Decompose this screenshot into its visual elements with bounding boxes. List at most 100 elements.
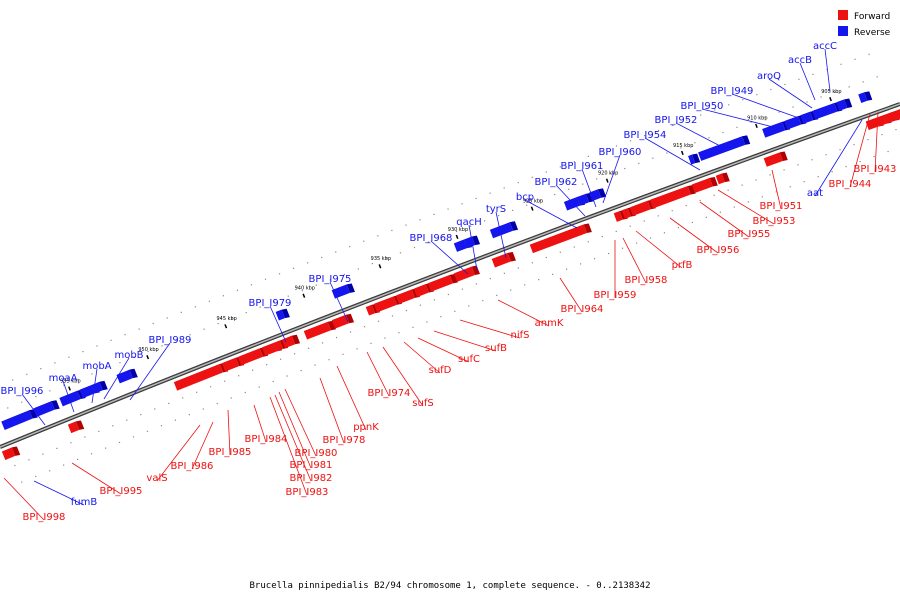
track-dot: [146, 430, 149, 432]
forward-gene-label[interactable]: BPI_I964: [561, 304, 604, 315]
reverse-gene[interactable]: [1, 409, 38, 430]
reverse-gene-label[interactable]: aroQ: [757, 71, 781, 82]
forward-gene-label[interactable]: prfB: [672, 260, 693, 271]
tick-mark: [455, 234, 459, 240]
reverse-gene[interactable]: [116, 368, 138, 384]
forward-gene[interactable]: [453, 265, 480, 282]
reverse-gene[interactable]: [489, 221, 519, 239]
forward-gene[interactable]: [281, 334, 301, 349]
reverse-gene-label[interactable]: BPI_I962: [535, 177, 578, 188]
forward-gene[interactable]: [889, 108, 900, 122]
reverse-gene[interactable]: [275, 308, 290, 321]
track-dot: [412, 326, 414, 328]
forward-gene-label[interactable]: BPI_I953: [753, 216, 796, 227]
tick-label: 905 kbp: [821, 89, 841, 95]
reverse-gene-label[interactable]: BPI_I968: [410, 233, 453, 244]
leader-line: [62, 380, 75, 413]
forward-gene-label[interactable]: BPI_I995: [100, 486, 143, 497]
reverse-gene-label[interactable]: BPI_I989: [149, 335, 192, 346]
forward-gene-label[interactable]: BPI_I982: [290, 473, 333, 484]
reverse-gene-label[interactable]: accB: [788, 55, 812, 66]
forward-gene-label[interactable]: sufS: [412, 398, 433, 409]
gene-face: [91, 381, 103, 394]
forward-gene-label[interactable]: BPI_I986: [171, 461, 214, 472]
forward-gene-label[interactable]: BPI_I974: [368, 388, 411, 399]
track-dot: [398, 332, 400, 334]
forward-gene-label[interactable]: BPI_I955: [728, 229, 771, 240]
forward-gene-label[interactable]: BPI_I983: [286, 487, 329, 498]
forward-gene-label[interactable]: sufD: [429, 365, 452, 376]
reverse-gene-label[interactable]: mobB: [114, 350, 143, 361]
forward-gene[interactable]: [763, 151, 788, 167]
reverse-gene-label[interactable]: fumB: [71, 497, 98, 508]
gene-face: [1, 410, 33, 430]
forward-gene[interactable]: [491, 252, 516, 268]
reverse-gene-label[interactable]: bcp: [516, 192, 534, 203]
track-dot: [42, 453, 44, 455]
forward-gene-label[interactable]: BPI_I985: [209, 447, 252, 458]
track-dot: [812, 73, 814, 75]
forward-gene-label[interactable]: BPI_I951: [760, 201, 803, 212]
forward-gene-label[interactable]: BPI_I959: [594, 290, 637, 301]
reverse-gene-label[interactable]: BPI_I996: [1, 386, 44, 397]
reverse-gene[interactable]: [836, 98, 853, 111]
reverse-gene[interactable]: [33, 400, 60, 417]
reverse-gene-label[interactable]: BPI_I975: [309, 274, 352, 285]
forward-gene-label[interactable]: ppnK: [353, 422, 379, 433]
reverse-gene-label[interactable]: BPI_I954: [624, 130, 667, 141]
reverse-gene-label[interactable]: BPI_I950: [681, 101, 724, 112]
track-dot: [663, 232, 666, 234]
reverse-gene-label[interactable]: BPI_I949: [711, 86, 754, 97]
forward-gene[interactable]: [427, 273, 458, 292]
reverse-gene-label[interactable]: BPI_I961: [561, 161, 604, 172]
reverse-gene-label[interactable]: BPI_I952: [655, 115, 698, 126]
forward-gene-label[interactable]: sufC: [458, 354, 480, 365]
forward-gene[interactable]: [691, 177, 718, 194]
reverse-gene[interactable]: [331, 283, 355, 299]
gene-face: [373, 296, 398, 313]
forward-gene[interactable]: [529, 223, 592, 254]
track-dot: [180, 311, 182, 313]
forward-gene[interactable]: [331, 313, 355, 329]
reverse-gene-label[interactable]: moaA: [49, 373, 78, 384]
reverse-gene-label[interactable]: aat: [807, 188, 823, 199]
track-dot: [607, 252, 610, 255]
forward-gene[interactable]: [649, 185, 696, 209]
reverse-gene-label[interactable]: BPI_I960: [599, 147, 642, 158]
reverse-gene-label[interactable]: mobA: [82, 361, 111, 372]
forward-gene-label[interactable]: BPI_I980: [295, 448, 338, 459]
gene-face: [889, 109, 900, 122]
track-dot: [517, 181, 519, 184]
forward-gene[interactable]: [67, 420, 85, 434]
reverse-gene-label[interactable]: tyrS: [486, 204, 506, 215]
reverse-gene[interactable]: [858, 91, 873, 103]
track-dot: [35, 475, 37, 478]
forward-gene[interactable]: [1, 446, 21, 460]
forward-gene-label[interactable]: sufB: [485, 343, 507, 354]
forward-gene[interactable]: [303, 320, 337, 340]
track-dot: [293, 353, 296, 355]
track-dot: [343, 273, 345, 276]
forward-gene-label[interactable]: BPI_I984: [245, 434, 288, 445]
forward-gene-label[interactable]: BPI_I981: [290, 460, 333, 471]
forward-gene-label[interactable]: valS: [146, 473, 167, 484]
gene-side: [509, 221, 519, 231]
reverse-gene[interactable]: [688, 153, 701, 165]
forward-gene-label[interactable]: BPI_I943: [854, 164, 897, 175]
reverse-gene[interactable]: [588, 188, 607, 202]
forward-gene-label[interactable]: BPI_I978: [323, 435, 366, 446]
forward-gene[interactable]: [715, 172, 730, 185]
leader-line: [635, 230, 683, 269]
forward-gene-label[interactable]: BPI_I998: [23, 512, 66, 523]
forward-gene-label[interactable]: nifS: [511, 330, 530, 341]
track-dot: [238, 375, 240, 377]
reverse-gene-label[interactable]: qacH: [456, 217, 482, 228]
forward-gene-label[interactable]: BPI_I956: [697, 245, 740, 256]
forward-gene-label[interactable]: BPI_I944: [829, 179, 872, 190]
leader-line: [430, 240, 469, 275]
forward-gene-label[interactable]: BPI_I958: [625, 275, 668, 286]
reverse-gene[interactable]: [698, 135, 751, 161]
reverse-gene-label[interactable]: accC: [813, 41, 837, 52]
reverse-gene-label[interactable]: BPI_I979: [249, 298, 292, 309]
forward-gene-label[interactable]: anmK: [535, 318, 564, 329]
